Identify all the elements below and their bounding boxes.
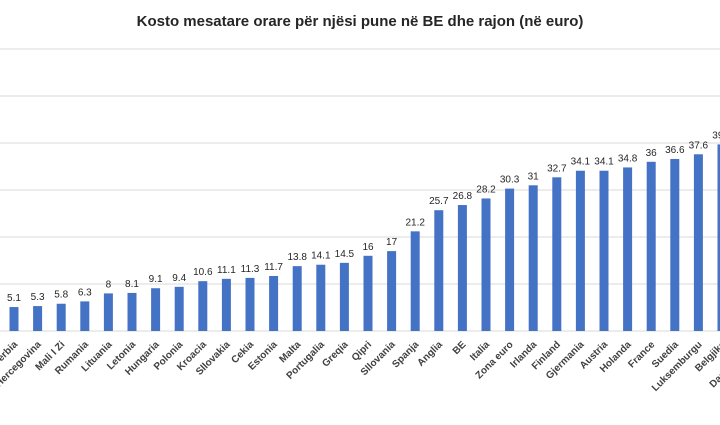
bar (693, 154, 703, 331)
bar (387, 251, 397, 331)
data-label: 5.8 (54, 290, 68, 301)
bar (292, 266, 302, 331)
bar (56, 303, 66, 331)
bar (363, 255, 373, 331)
bar (9, 307, 19, 331)
data-label: 10.6 (193, 267, 213, 278)
data-label: 17 (386, 237, 398, 248)
data-label: 9.4 (172, 273, 186, 284)
bar (103, 293, 113, 331)
bar (198, 281, 208, 331)
data-label: 14.1 (311, 251, 331, 262)
bar (623, 167, 633, 331)
bar (575, 170, 585, 331)
bar (717, 144, 720, 331)
bar (174, 286, 184, 331)
bar (339, 262, 349, 331)
bar (481, 198, 491, 331)
data-label: 31 (528, 171, 540, 182)
data-label: 14.5 (335, 249, 355, 260)
category-label: BE (451, 339, 469, 357)
bar (670, 158, 680, 331)
data-label: 8.1 (125, 279, 139, 290)
data-label: 28.2 (476, 184, 496, 195)
data-label: 5.1 (7, 293, 21, 304)
data-label: 34.8 (618, 153, 638, 164)
data-label: 37.6 (689, 140, 709, 151)
bar (80, 301, 90, 331)
data-label: 30.3 (500, 175, 520, 186)
bar (434, 210, 444, 331)
data-label: 6.3 (78, 287, 92, 298)
category-label: Anglia (416, 339, 446, 369)
bar (151, 288, 161, 331)
bar (269, 276, 279, 331)
data-label: 13.8 (287, 252, 307, 263)
data-label: 34.1 (571, 157, 591, 168)
data-label: 11.1 (217, 265, 236, 276)
data-label: 26.8 (453, 191, 473, 202)
bar (221, 278, 231, 331)
bar (552, 177, 562, 331)
chart-title: Kosto mesatare orare për njësi pune në B… (137, 13, 584, 30)
data-label: 25.7 (429, 196, 449, 207)
bar (505, 188, 515, 331)
data-label: 8 (106, 279, 112, 290)
data-label: 11.7 (264, 262, 283, 273)
data-labels: 5.1 5.3 5.8 6.3 8 8.1 9.1 9.4 10.6 11.1 11.3 11.7 13… (7, 130, 720, 304)
bar (599, 170, 609, 331)
data-label: 9.1 (149, 274, 163, 285)
bar (316, 264, 326, 331)
data-label: 36 (646, 148, 658, 159)
bar (528, 185, 538, 331)
bar (646, 161, 656, 331)
category-label: Greqia (320, 339, 350, 369)
bars (9, 144, 720, 331)
data-label: 36.6 (665, 145, 685, 156)
bar (127, 292, 137, 331)
bar (33, 306, 43, 331)
bar (410, 231, 420, 331)
data-label: 39.7 (712, 130, 720, 141)
data-label: 21.2 (405, 217, 425, 228)
category-label: Spanja (390, 339, 421, 370)
data-label: 16 (362, 242, 374, 253)
data-label: 32.7 (547, 163, 567, 174)
data-label: 5.3 (31, 292, 45, 303)
data-label: 11.3 (241, 264, 260, 275)
gridlines (0, 48, 720, 332)
bar (457, 205, 467, 331)
data-label: 34.1 (594, 157, 614, 168)
bar (245, 277, 255, 331)
